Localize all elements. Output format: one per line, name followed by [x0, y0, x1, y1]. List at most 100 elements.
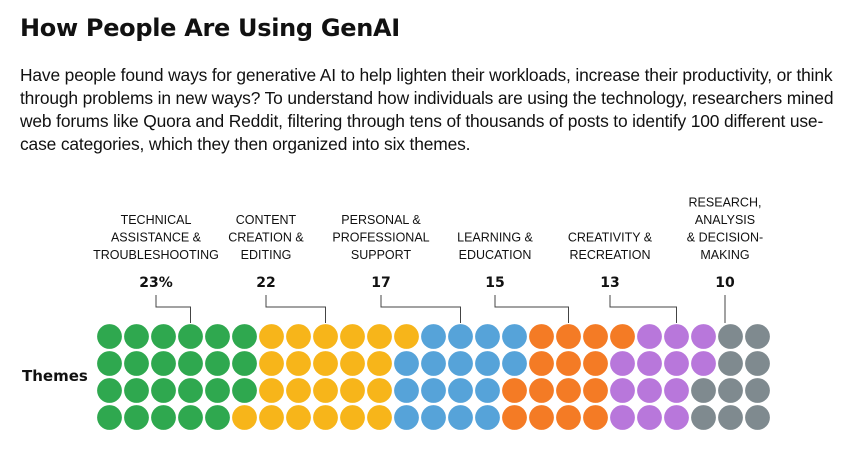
waffle-dot: [718, 351, 743, 376]
waffle-dot: [394, 324, 419, 349]
waffle-dot: [556, 324, 581, 349]
waffle-dot: [205, 405, 230, 430]
category-label: CREATION &: [228, 231, 304, 245]
waffle-dot: [421, 324, 446, 349]
waffle-dot: [448, 378, 473, 403]
waffle-dot: [232, 405, 257, 430]
waffle-dot: [151, 378, 176, 403]
category-value: 10: [715, 275, 735, 291]
waffle-dot: [205, 378, 230, 403]
waffle-dots: [97, 324, 770, 430]
waffle-dot: [691, 378, 716, 403]
waffle-dot: [502, 324, 527, 349]
waffle-dot: [556, 351, 581, 376]
waffle-dot: [664, 351, 689, 376]
waffle-dot: [313, 378, 338, 403]
waffle-dot: [367, 405, 392, 430]
category-value: 23%: [139, 275, 173, 291]
waffle-dot: [475, 351, 500, 376]
chart-subtitle: Have people found ways for generative AI…: [20, 65, 834, 154]
waffle-dot: [178, 324, 203, 349]
waffle-dot: [610, 324, 635, 349]
waffle-dot: [529, 378, 554, 403]
waffle-dot: [610, 405, 635, 430]
waffle-dot: [664, 378, 689, 403]
category-label: TECHNICAL: [121, 213, 192, 227]
leader-lines: [155, 295, 726, 323]
waffle-dot: [475, 405, 500, 430]
waffle-dot: [205, 324, 230, 349]
waffle-dot: [313, 324, 338, 349]
waffle-dot: [610, 378, 635, 403]
category-label: LEARNING &: [457, 231, 533, 245]
category-label: PROFESSIONAL: [332, 231, 429, 245]
waffle-dot: [124, 405, 149, 430]
waffle-dot: [637, 378, 662, 403]
waffle-dot: [421, 405, 446, 430]
waffle-dot: [232, 378, 257, 403]
waffle-dot: [259, 378, 284, 403]
waffle-dot: [97, 351, 122, 376]
leader-line: [265, 295, 326, 323]
category-label: RESEARCH,: [689, 196, 762, 210]
waffle-dot: [394, 378, 419, 403]
waffle-dot: [124, 324, 149, 349]
waffle-dot: [313, 405, 338, 430]
waffle-dot: [745, 324, 770, 349]
waffle-dot: [286, 378, 311, 403]
waffle-dot: [448, 324, 473, 349]
waffle-dot: [259, 351, 284, 376]
waffle-dot: [745, 378, 770, 403]
waffle-dot: [691, 405, 716, 430]
waffle-dot: [637, 324, 662, 349]
waffle-dot: [367, 378, 392, 403]
waffle-dot: [502, 405, 527, 430]
waffle-dot: [97, 378, 122, 403]
waffle-dot: [151, 324, 176, 349]
category-value: 13: [600, 275, 619, 291]
waffle-dot: [151, 405, 176, 430]
category-label: CREATIVITY &: [568, 231, 653, 245]
waffle-dot: [583, 351, 608, 376]
waffle-dot: [259, 405, 284, 430]
themes-row-label: Themes: [22, 367, 88, 385]
waffle-dot: [556, 405, 581, 430]
waffle-dot: [232, 324, 257, 349]
category-labels: TECHNICAL ASSISTANCE & TROUBLESHOOTING 23% C…: [93, 196, 763, 292]
waffle-dot: [340, 405, 365, 430]
waffle-dot: [691, 351, 716, 376]
waffle-dot: [151, 351, 176, 376]
waffle-dot: [610, 351, 635, 376]
waffle-dot: [529, 351, 554, 376]
waffle-dot: [745, 351, 770, 376]
leader-line: [609, 295, 677, 323]
waffle-dot: [664, 405, 689, 430]
leader-line: [155, 295, 191, 323]
category-value: 17: [371, 275, 390, 291]
waffle-dot: [178, 378, 203, 403]
waffle-dot: [448, 351, 473, 376]
waffle-dot: [718, 378, 743, 403]
category-label: ANALYSIS: [695, 213, 755, 227]
category-value: 22: [256, 275, 275, 291]
waffle-dot: [340, 351, 365, 376]
waffle-dot: [286, 324, 311, 349]
waffle-dot: [421, 378, 446, 403]
waffle-dot: [556, 378, 581, 403]
waffle-dot: [664, 324, 689, 349]
waffle-dot: [718, 324, 743, 349]
waffle-dot: [124, 378, 149, 403]
category-label: CONTENT: [236, 213, 297, 227]
waffle-dot: [178, 405, 203, 430]
waffle-dot: [637, 351, 662, 376]
waffle-dot: [394, 405, 419, 430]
waffle-dot: [475, 378, 500, 403]
category-label: RECREATION: [569, 248, 650, 262]
waffle-dot: [232, 351, 257, 376]
waffle-dot: [475, 324, 500, 349]
waffle-dot: [448, 405, 473, 430]
waffle-dot: [718, 405, 743, 430]
waffle-dot: [178, 351, 203, 376]
category-label: & DECISION-: [687, 231, 763, 245]
